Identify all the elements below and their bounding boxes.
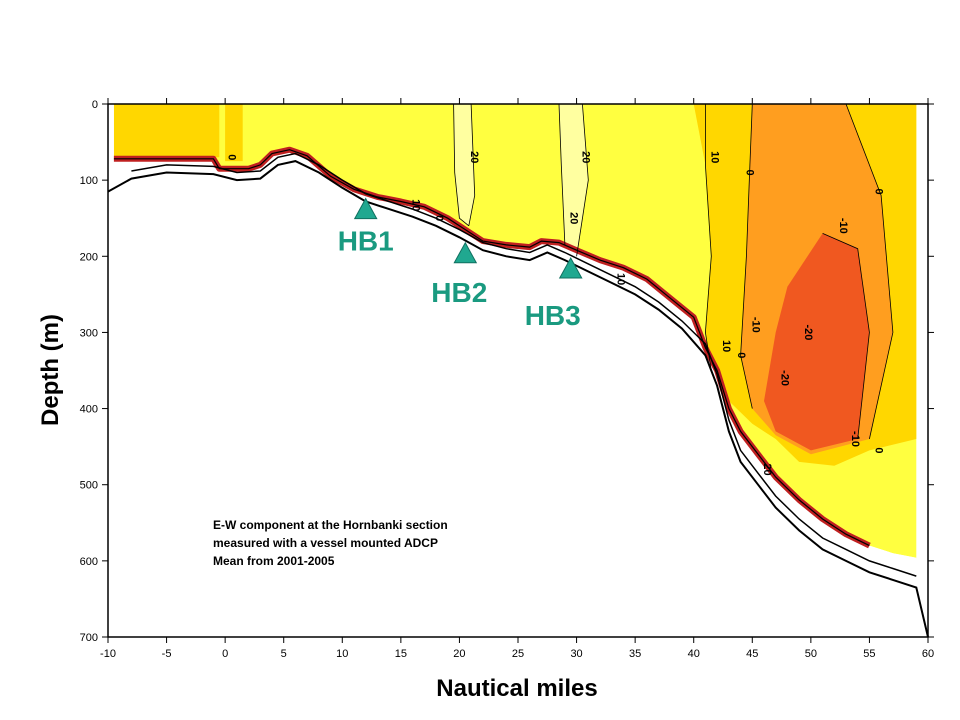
y-tick-label: 200 [80,251,98,263]
y-tick-label: 300 [80,327,98,339]
x-axis-ticks: -10 -5 0 5 10 15 20 25 30 35 40 45 50 55 60 [100,98,934,660]
region-plus20-a [453,104,475,226]
x-tick-label: 10 [336,648,348,660]
contour-line-4 [576,103,589,257]
contour-line-7 [845,103,894,440]
contour-label: 20 [579,151,591,163]
contour-line-5 [704,104,712,371]
contour-label: 10 [708,151,720,163]
y-tick-label: 100 [80,175,98,187]
station-label-hb3: HB3 [525,300,581,331]
x-tick-label: 50 [805,648,817,660]
contour-regions [108,104,928,637]
station-marker-hb1 [353,197,378,220]
x-tick-label: 35 [629,648,641,660]
station-label-hb1: HB1 [338,226,394,257]
contour-line-1 [453,103,470,227]
contour-label: 0 [872,189,884,195]
x-tick-label: 0 [222,648,228,660]
station-markers: HB1 HB2 HB3 [338,197,583,331]
y-tick-label: 700 [80,632,98,644]
caption-line-2: measured with a vessel mounted ADCP [213,536,438,550]
contour-line-6 [740,103,753,409]
region-below-bottom [108,149,923,637]
station-marker-hb2 [453,241,478,264]
x-axis-title: Nautical miles [436,675,597,702]
station-label-hb2: HB2 [431,277,487,308]
contour-label: 10 [615,273,627,285]
contour-label: 0 [735,352,747,358]
contour-label: 20 [568,212,580,224]
contour-lines [113,103,894,549]
station-marker-hb3 [558,256,583,279]
caption-line-1: E-W component at the Hornbanki section [213,518,448,532]
bathymetry-lines [107,152,929,638]
contour-label: 0 [226,154,238,160]
y-tick-label: 0 [92,99,98,111]
contour-label: 10 [720,340,732,352]
contour-line-8 [822,233,870,440]
region-east-minus20 [764,233,870,451]
contour-label: -10 [749,317,761,333]
y-tick-label: 400 [80,404,98,416]
x-tick-label: 5 [281,648,287,660]
contour-line-2 [468,103,476,226]
contour-line-3 [558,103,566,245]
x-tick-label: 55 [863,648,875,660]
boundary-line [113,149,870,547]
contour-label: -10 [837,218,849,234]
contour-label: 10 [410,199,422,211]
x-tick-label: 60 [922,648,934,660]
x-tick-label: -5 [162,648,172,660]
contour-label: 20 [761,463,773,475]
contour-label: -10 [849,431,861,447]
contour-label: 0 [872,447,884,453]
bathymetry-line-inner [131,152,917,577]
x-tick-label: 25 [512,648,524,660]
x-tick-label: 40 [688,648,700,660]
x-tick-label: 15 [395,648,407,660]
region-left-zero-b [225,104,243,162]
y-axis-title: Depth (m) [37,314,64,426]
caption-line-3: Mean from 2001-2005 [213,554,335,568]
x-tick-label: 20 [453,648,465,660]
x-tick-label: 30 [570,648,582,660]
region-plus20-b [559,104,589,257]
region-left-zero [113,104,220,158]
bathymetry-line-outer [107,160,929,638]
contour-label: 0 [743,169,755,175]
x-tick-label: -10 [100,648,116,660]
contour-label: -20 [779,370,791,386]
contour-label: -20 [802,324,814,340]
contour-label: 0 [433,215,445,221]
y-tick-label: 500 [80,480,98,492]
y-tick-label: 600 [80,556,98,568]
x-tick-label: 45 [746,648,758,660]
contour-label: 20 [468,151,480,163]
